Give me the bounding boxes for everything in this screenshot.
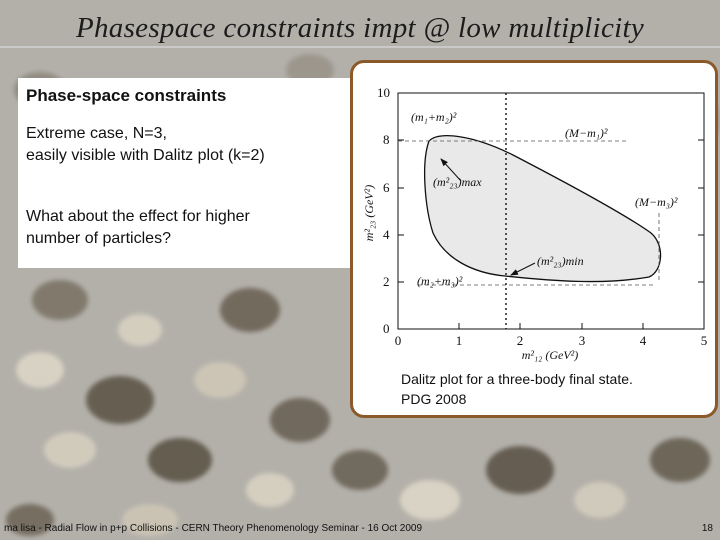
body-line-4: number of particles?	[26, 230, 171, 247]
footer-text: ma lisa - Radial Flow in p+p Collisions …	[4, 523, 423, 534]
plot-frame	[397, 92, 705, 330]
label-max: (m²₂₃)max	[433, 175, 482, 189]
label-top-right: (M−m₁)²	[565, 126, 608, 140]
caption-line-1: Dalitz plot for a three-body final state…	[401, 371, 633, 387]
body-line-3: What about the effect for higher	[26, 208, 250, 225]
x-tick: 3	[579, 333, 586, 348]
text-panel: Phase-space constraints Extreme case, N=…	[18, 78, 350, 268]
dalitz-region	[423, 135, 662, 283]
dashed-guides	[398, 140, 660, 286]
y-tick: 0	[383, 321, 390, 336]
label-right: (M−m₃)²	[635, 195, 678, 209]
y-tick: 10	[377, 85, 390, 100]
x-tick-labels: 0 1 2 3 4 5	[395, 333, 708, 348]
y-tick: 4	[383, 227, 390, 242]
label-top-left: (m₁+m₂)²	[411, 110, 457, 124]
x-tick: 5	[701, 333, 708, 348]
x-tick: 1	[456, 333, 463, 348]
body-line-2: easily visible with Dalitz plot (k=2)	[26, 147, 265, 164]
x-tick: 4	[640, 333, 647, 348]
page-number: 18	[701, 523, 713, 534]
x-tick: 0	[395, 333, 402, 348]
y-tick: 8	[383, 132, 390, 147]
region-labels: (m₁+m₂)² (M−m₁)² (M−m₃)² (m²₂₃)max (m²₂₃…	[411, 110, 678, 288]
arrow-min	[510, 262, 536, 276]
arrow-max	[440, 158, 462, 182]
axis-ticks	[397, 92, 705, 330]
caption-line-2: PDG 2008	[401, 391, 467, 407]
dalitz-plot: 0 2 4 6 8 10 0 1 2 3 4 5 m²₁₂ (GeV²) m²₂…	[362, 85, 708, 362]
y-tick: 2	[383, 274, 390, 289]
slide-title: Phasespace constraints impt @ low multip…	[75, 12, 645, 44]
x-axis-label: m²₁₂ (GeV²)	[522, 348, 579, 362]
title-divider	[0, 46, 720, 48]
label-bottom-left: (m₂+m₃)²	[417, 274, 463, 288]
heading: Phase-space constraints	[26, 86, 227, 105]
y-axis-label: m²₂₃ (GeV²)	[362, 185, 376, 242]
y-tick-labels: 0 2 4 6 8 10	[377, 85, 390, 336]
body-line-1: Extreme case, N=3,	[26, 125, 167, 142]
x-tick: 2	[517, 333, 524, 348]
label-min: (m²₂₃)min	[537, 254, 584, 268]
dalitz-figure-panel: 0 2 4 6 8 10 0 1 2 3 4 5 m²₁₂ (GeV²) m²₂…	[350, 60, 718, 418]
y-tick: 6	[383, 180, 390, 195]
